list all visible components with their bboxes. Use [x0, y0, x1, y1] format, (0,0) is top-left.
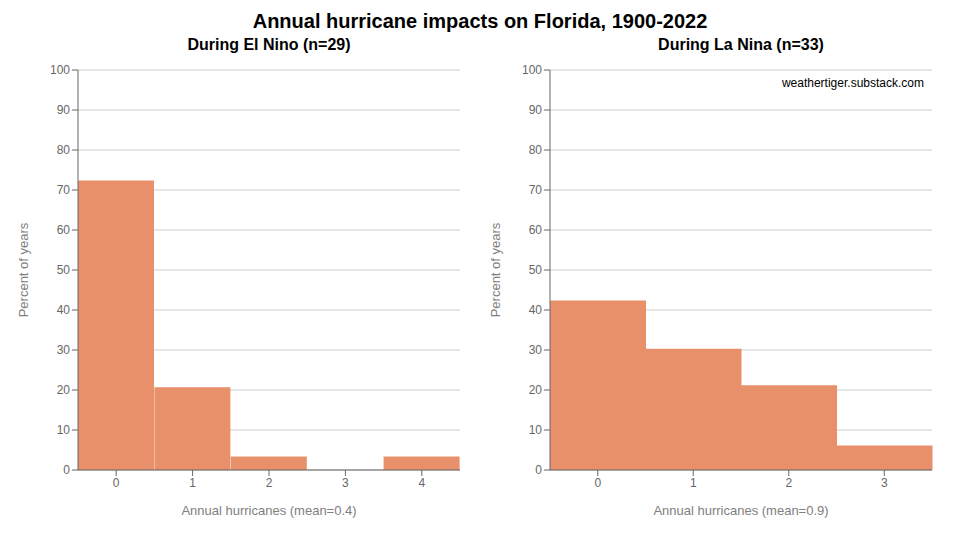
- svg-text:3: 3: [881, 476, 888, 490]
- html-text:During El Nino (n=29): During El Nino (n=29): [187, 36, 351, 53]
- svg-text:100: 100: [50, 63, 70, 77]
- svg-text:70: 70: [529, 183, 543, 197]
- svg-text:90: 90: [57, 103, 71, 117]
- svg-text:0: 0: [535, 463, 542, 477]
- svg-text:50: 50: [529, 263, 543, 277]
- svg-text:2: 2: [266, 476, 273, 490]
- svg-text:Percent of years: Percent of years: [488, 222, 503, 317]
- svg-text:90: 90: [529, 103, 543, 117]
- svg-text:100: 100: [522, 63, 542, 77]
- html-text:weathertiger.substack.com: weathertiger.substack.com: [781, 76, 924, 90]
- svg-text:Percent of years: Percent of years: [16, 222, 31, 317]
- svg-text:20: 20: [529, 383, 543, 397]
- svg-text:4: 4: [418, 476, 425, 490]
- svg-text:30: 30: [529, 343, 543, 357]
- svg-text:60: 60: [57, 223, 71, 237]
- svg-text:0: 0: [594, 476, 601, 490]
- svg-text:1: 1: [690, 476, 697, 490]
- svg-text:10: 10: [529, 423, 543, 437]
- svg-text:Annual hurricanes (mean=0.4): Annual hurricanes (mean=0.4): [181, 503, 356, 518]
- svg-text:40: 40: [57, 303, 71, 317]
- svg-text:80: 80: [529, 143, 543, 157]
- svg-text:20: 20: [57, 383, 71, 397]
- html-text:Annual hurricane impacts on Fl: Annual hurricane impacts on Florida, 190…: [252, 10, 708, 32]
- svg-text:70: 70: [57, 183, 71, 197]
- svg-text:50: 50: [57, 263, 71, 277]
- svg-text:2: 2: [785, 476, 792, 490]
- svg-text:1: 1: [189, 476, 196, 490]
- svg-text:10: 10: [57, 423, 71, 437]
- svg-text:80: 80: [57, 143, 71, 157]
- svg-text:40: 40: [529, 303, 543, 317]
- svg-text:30: 30: [57, 343, 71, 357]
- svg-text:3: 3: [342, 476, 349, 490]
- svg-text:Annual hurricanes (mean=0.9): Annual hurricanes (mean=0.9): [653, 503, 828, 518]
- svg-text:0: 0: [63, 463, 70, 477]
- svg-text:0: 0: [113, 476, 120, 490]
- svg-text:60: 60: [529, 223, 543, 237]
- html-text:During La Nina (n=33): During La Nina (n=33): [658, 36, 824, 53]
